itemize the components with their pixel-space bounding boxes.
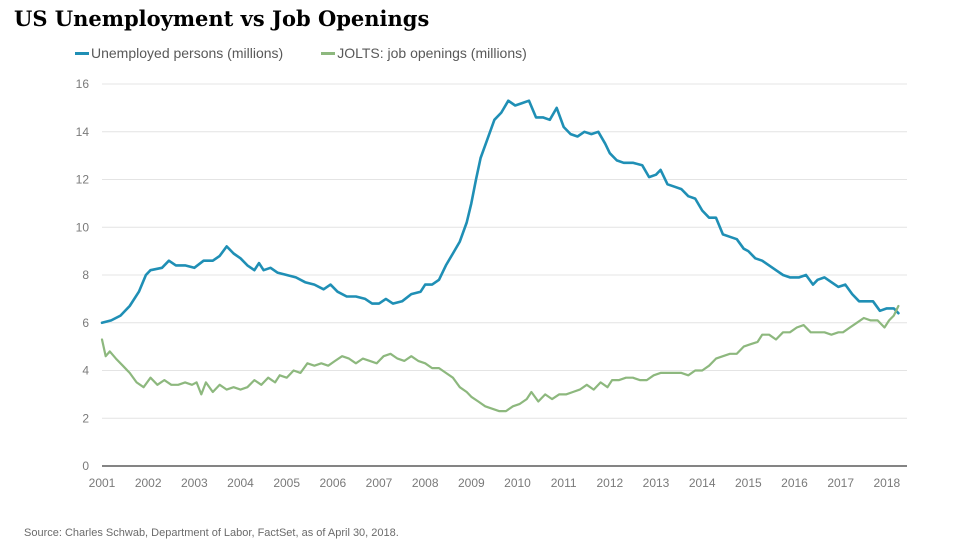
x-tick-label-2018: 2018 [873, 476, 900, 490]
y-tick-label-8: 8 [82, 268, 89, 282]
y-tick-label-4: 4 [82, 364, 89, 378]
series-line-jolts [100, 304, 900, 413]
series-line-unemployed [100, 99, 900, 325]
y-tick-label-2: 2 [82, 411, 89, 425]
x-tick-label-2001: 2001 [89, 476, 116, 490]
chart-legend: Unemployed persons (millions) JOLTS: job… [75, 45, 527, 61]
x-tick-label-2012: 2012 [596, 476, 623, 490]
x-tick-label-2015: 2015 [735, 476, 762, 490]
source-note: Source: Charles Schwab, Department of La… [24, 527, 399, 539]
legend-label-jolts: JOLTS: job openings (millions) [337, 45, 527, 61]
x-tick-label-2014: 2014 [689, 476, 716, 490]
y-tick-label-16: 16 [76, 77, 90, 91]
legend-swatch-jolts [321, 51, 336, 55]
x-tick-label-2004: 2004 [227, 476, 254, 490]
y-tick-label-12: 12 [76, 173, 90, 187]
x-tick-label-2005: 2005 [273, 476, 300, 490]
y-tick-label-6: 6 [82, 316, 89, 330]
legend-item-jolts: JOLTS: job openings (millions) [321, 45, 527, 61]
legend-item-unemployed: Unemployed persons (millions) [75, 45, 283, 61]
x-tick-label-2002: 2002 [135, 476, 162, 490]
x-tick-label-2011: 2011 [551, 476, 577, 490]
y-tick-label-14: 14 [76, 125, 90, 139]
y-tick-label-0: 0 [82, 459, 89, 473]
x-tick-label-2008: 2008 [412, 476, 439, 490]
x-tick-label-2003: 2003 [181, 476, 208, 490]
x-tick-label-2010: 2010 [504, 476, 531, 490]
x-tick-label-2007: 2007 [366, 476, 393, 490]
legend-swatch-unemployed [75, 51, 89, 55]
legend-label-unemployed: Unemployed persons (millions) [91, 45, 284, 61]
x-tick-label-2013: 2013 [643, 476, 670, 490]
x-tick-label-2009: 2009 [458, 476, 485, 490]
x-tick-label-2016: 2016 [781, 476, 808, 490]
x-tick-label-2017: 2017 [827, 476, 854, 490]
y-tick-label-10: 10 [76, 220, 90, 234]
chart-title: US Unemployment vs Job Openings [14, 6, 430, 31]
x-tick-label-2006: 2006 [319, 476, 346, 490]
